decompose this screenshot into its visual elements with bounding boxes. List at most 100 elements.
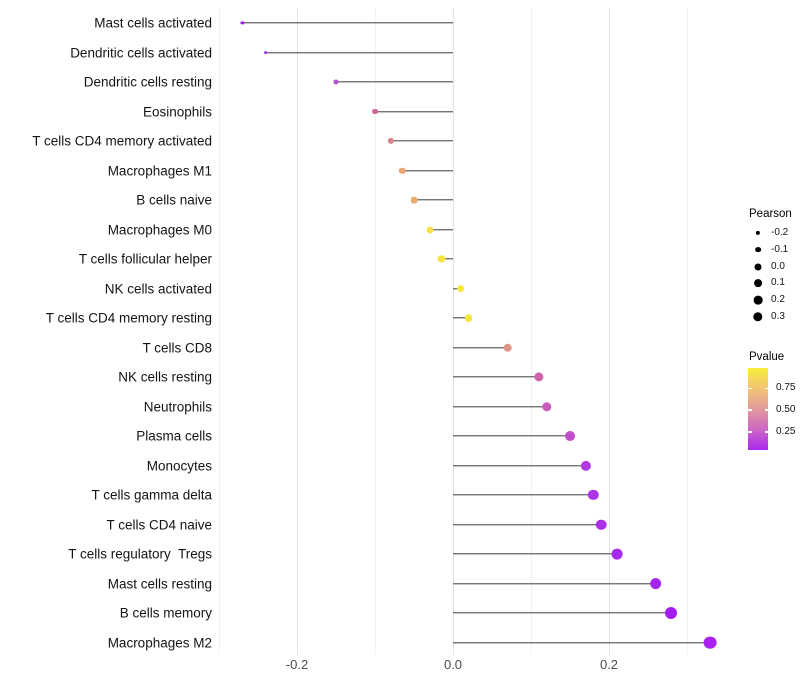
- category-label: Mast cells resting: [107, 575, 212, 591]
- colorbar-tick: [748, 409, 752, 411]
- legend-size-dot: [755, 230, 761, 236]
- category-label: Eosinophils: [142, 103, 212, 119]
- lollipop-dot: [372, 108, 378, 115]
- category-label: Mast cells activated: [94, 15, 212, 31]
- legend-size-label: 0.1: [771, 277, 785, 289]
- category-label: Dendritic cells resting: [83, 74, 212, 90]
- colorbar-tick: [764, 387, 768, 389]
- lollipop-stick: [453, 582, 656, 585]
- legend-size-label: 0.3: [771, 311, 785, 322]
- legend-size-dot: [753, 312, 763, 322]
- lollipop-dot: [704, 636, 717, 649]
- category-label: Plasma cells: [136, 428, 212, 444]
- lollipop-dot: [263, 50, 268, 55]
- lollipop-dot: [410, 196, 418, 204]
- lollipop-dot: [595, 519, 607, 530]
- lollipop-dot: [387, 137, 394, 145]
- lollipop-dot: [464, 314, 473, 322]
- lollipop-stick: [453, 376, 539, 378]
- legend-pearson-title: Pearson: [749, 208, 792, 220]
- lollipop-stick: [453, 494, 594, 496]
- lollipop-stick: [453, 405, 547, 408]
- lollipop-stick: [441, 258, 453, 260]
- category-label: NK cells resting: [118, 369, 212, 385]
- lollipop-stick: [242, 22, 453, 24]
- gridline-minor: [375, 8, 376, 655]
- category-label: Monocytes: [146, 457, 212, 473]
- lollipop-stick: [453, 553, 617, 555]
- legend-size-label: -0.2: [771, 227, 789, 238]
- lollipop-stick: [265, 51, 453, 54]
- category-label: Dendritic cells activated: [70, 44, 212, 60]
- lollipop-dot: [649, 577, 662, 590]
- lollipop-stick: [453, 464, 586, 467]
- category-label: B cells memory: [119, 605, 212, 621]
- lollipop-stick: [429, 228, 453, 231]
- category-label: Neutrophils: [143, 398, 212, 414]
- category-label: T cells CD8: [142, 339, 212, 355]
- category-label: T cells gamma delta: [91, 487, 212, 503]
- lollipop-stick: [414, 199, 453, 201]
- colorbar-tick: [764, 409, 768, 411]
- category-label: Macrophages M1: [107, 162, 212, 178]
- gridline-major: [297, 8, 298, 655]
- colorbar-tick: [748, 387, 752, 389]
- lollipop-dot: [456, 284, 465, 293]
- gridline-minor: [219, 8, 220, 655]
- gridline-major: [453, 8, 454, 655]
- category-label: T cells follicular helper: [78, 251, 212, 267]
- category-label: Macrophages M2: [107, 634, 212, 650]
- lollipop-dot: [565, 431, 575, 441]
- lollipop-dot: [503, 343, 512, 352]
- legend-size-dot: [754, 263, 762, 271]
- category-label: B cells naive: [136, 192, 212, 208]
- lollipop-stick: [402, 169, 453, 172]
- category-label: T cells CD4 memory resting: [45, 310, 212, 326]
- lollipop-dot: [437, 255, 445, 263]
- legend-pvalue-title: Pvalue: [749, 351, 785, 363]
- lollipop-stick: [390, 140, 453, 142]
- legend-size-dot: [755, 246, 761, 253]
- category-label: T cells CD4 memory activated: [32, 133, 212, 149]
- lollipop-dot: [541, 401, 552, 412]
- colorbar-tick-label: 0.50: [776, 403, 796, 415]
- colorbar-tick: [748, 431, 752, 433]
- gridline-major: [609, 8, 610, 655]
- lollipop-stick: [336, 81, 453, 83]
- x-axis-tick-label: 0.0: [443, 657, 463, 672]
- lollipop-dot: [333, 79, 339, 85]
- lollipop-stick: [453, 346, 508, 349]
- lollipop-dot: [399, 167, 406, 174]
- category-label: Macrophages M0: [107, 221, 212, 237]
- colorbar-tick: [764, 431, 768, 433]
- gridline-minor: [687, 8, 688, 655]
- legend-size-label: 0.2: [771, 294, 785, 306]
- lollipop-stick: [375, 110, 453, 113]
- legend-size-label: -0.1: [771, 243, 789, 255]
- pvalue-colorbar: [748, 368, 768, 450]
- lollipop-dot: [588, 489, 599, 501]
- legend-size-label: 0.0: [771, 260, 785, 272]
- lollipop-stick: [453, 317, 469, 319]
- legend-size-dot: [753, 295, 763, 305]
- colorbar-tick-label: 0.75: [776, 382, 796, 393]
- lollipop-stick: [453, 287, 461, 290]
- lollipop-dot: [534, 372, 544, 382]
- lollipop-dot: [580, 460, 591, 471]
- category-label: T cells regulatory Tregs: [68, 546, 212, 562]
- gridline-minor: [531, 8, 532, 655]
- lollipop-dot: [665, 607, 678, 619]
- category-label: T cells CD4 naive: [106, 516, 212, 532]
- lollipop-stick: [453, 523, 602, 526]
- lollipop-dot: [240, 21, 244, 25]
- lollipop-stick: [453, 612, 672, 614]
- legend-size-dot: [754, 279, 762, 288]
- lollipop-dot: [426, 225, 434, 234]
- x-axis-tick-label: -0.2: [285, 657, 309, 672]
- lollipop-dot: [611, 548, 623, 560]
- x-axis-tick-label: 0.2: [599, 657, 619, 672]
- colorbar-tick-label: 0.25: [776, 425, 796, 437]
- category-label: NK cells activated: [104, 280, 212, 296]
- lollipop-stick: [453, 641, 711, 644]
